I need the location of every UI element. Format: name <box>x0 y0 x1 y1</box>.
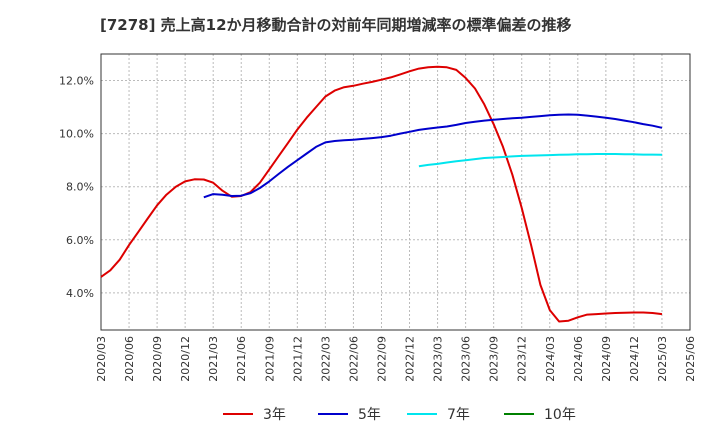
grid-lines <box>100 54 691 330</box>
x-tick-label: 2023/09 <box>488 336 501 382</box>
y-tick-label: 10.0% <box>59 128 94 141</box>
x-tick-label: 2023/12 <box>516 336 529 382</box>
x-tick-label: 2021/06 <box>235 336 248 382</box>
x-tick-label: 2020/06 <box>123 336 136 382</box>
y-tick-label: 8.0% <box>66 181 94 194</box>
x-tick-label: 2021/12 <box>291 336 304 382</box>
chart-title: [7278] 売上高12か月移動合計の対前年同期増減率の標準偏差の推移 <box>100 16 572 34</box>
x-tick-label: 2020/03 <box>95 336 108 382</box>
plot-area-frame <box>100 53 691 331</box>
x-tick-label: 2022/06 <box>347 336 360 382</box>
series-line-1 <box>203 113 663 199</box>
x-tick-label: 2024/03 <box>544 336 557 382</box>
series-lines <box>100 65 663 323</box>
x-tick-label: 2022/12 <box>404 336 417 382</box>
x-tick-label: 2020/09 <box>151 336 164 382</box>
series-line-0 <box>100 65 663 323</box>
x-tick-label: 2025/06 <box>684 336 697 382</box>
x-tick-label: 2024/12 <box>628 336 641 382</box>
x-tick-label: 2023/03 <box>432 336 445 382</box>
x-axis-tick-labels: 2020/03 2020/06 2020/09 2020/12 2021/03 2021/… <box>95 336 697 382</box>
legend-label: 10年 <box>544 407 576 423</box>
x-tick-label: 2024/09 <box>600 336 613 382</box>
y-tick-label: 4.0% <box>66 287 94 300</box>
y-tick-label: 12.0% <box>59 75 94 88</box>
x-tick-label: 2025/03 <box>656 336 669 382</box>
x-tick-label: 2021/09 <box>263 336 276 382</box>
x-tick-label: 2022/03 <box>319 336 332 382</box>
x-tick-label: 2021/03 <box>207 336 220 382</box>
legend: 3年 5年 7年 10年 <box>223 407 576 423</box>
legend-label: 7年 <box>447 407 470 423</box>
x-tick-label: 2023/06 <box>460 336 473 382</box>
y-tick-label: 6.0% <box>66 234 94 247</box>
legend-label: 5年 <box>358 407 381 423</box>
x-tick-label: 2024/06 <box>572 336 585 382</box>
y-axis-tick-labels: 4.0% 6.0% 8.0% 10.0% 12.0% <box>59 75 94 300</box>
x-tick-label: 2022/09 <box>375 336 388 382</box>
x-tick-label: 2020/12 <box>179 336 192 382</box>
series-line-2 <box>418 153 663 168</box>
legend-label: 3年 <box>263 407 286 423</box>
